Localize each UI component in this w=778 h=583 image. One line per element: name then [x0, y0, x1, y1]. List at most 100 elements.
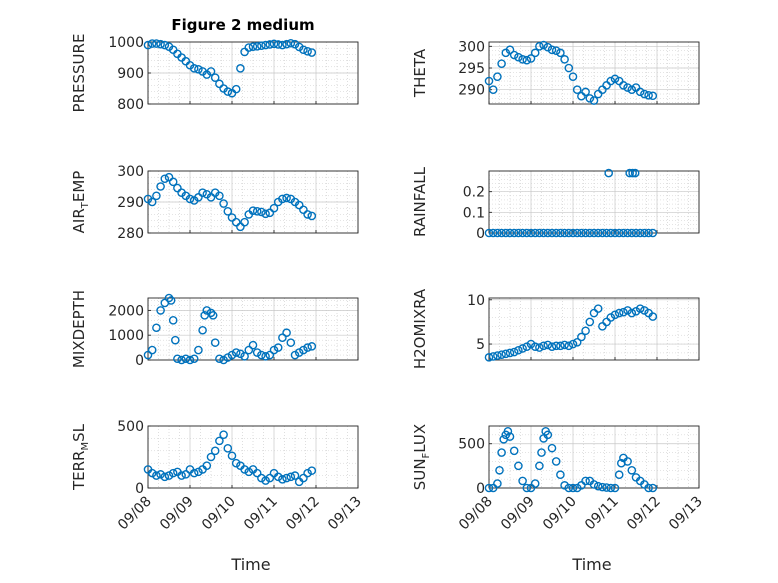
y-axis-label: RAINFALL — [411, 166, 429, 237]
y-tick-label: 0 — [476, 226, 485, 242]
data-point — [518, 228, 527, 238]
data-point — [282, 39, 291, 49]
data-point — [497, 350, 506, 359]
data-point — [252, 206, 262, 216]
y-axis-label: MIXDEPTH — [70, 290, 88, 368]
data-point — [648, 91, 658, 101]
y-axis-label-part: EMP — [70, 171, 88, 202]
data-point — [560, 228, 569, 238]
data-point — [236, 222, 245, 232]
y-tick-label: 0 — [476, 481, 485, 497]
y-tick-label: 300 — [117, 164, 144, 180]
data-point — [248, 42, 258, 51]
data-point — [215, 79, 224, 89]
data-point — [168, 468, 178, 478]
data-point — [551, 457, 561, 466]
data-point — [194, 467, 203, 477]
data-point — [625, 168, 635, 178]
data-point — [261, 351, 270, 361]
data-point — [303, 210, 312, 219]
data-point — [210, 446, 220, 456]
subplot-h2omixra: 5 10 H2OMIXRA — [411, 288, 700, 369]
data-point — [535, 343, 544, 352]
data-point — [614, 470, 624, 480]
data-point — [627, 308, 637, 318]
data-point — [208, 311, 218, 320]
data-point — [164, 172, 174, 182]
data-point — [273, 343, 283, 352]
x-tick-label: 09/13 — [325, 494, 365, 534]
y-axis-label-part: SL — [70, 423, 88, 442]
data-point — [535, 461, 544, 471]
data-point — [497, 59, 506, 68]
data-point — [577, 332, 586, 342]
data-point — [589, 228, 599, 238]
data-point — [156, 182, 165, 191]
data-point — [503, 427, 513, 436]
y-axis-label-part: H2OMIXRA — [411, 288, 429, 369]
data-point — [278, 194, 287, 204]
data-point — [261, 40, 270, 50]
data-point — [210, 73, 220, 82]
data-point — [522, 55, 532, 65]
axes-box — [147, 297, 359, 361]
data-point — [168, 177, 178, 187]
data-point — [547, 443, 557, 453]
data-point — [307, 211, 317, 221]
data-point — [628, 168, 637, 178]
data-point — [299, 345, 308, 355]
data-point — [206, 67, 216, 76]
data-point — [202, 306, 212, 315]
data-point — [261, 476, 270, 485]
data-point — [177, 355, 186, 365]
y-axis-label: TERRMSL — [70, 423, 91, 491]
subplot-sun-flux: 0 500 SUNFLUX 09/08 09/09 09/10 09/11 09/12 09/1… — [411, 424, 706, 574]
data-point — [589, 96, 599, 105]
data-point — [206, 193, 216, 202]
subplot-terr-msl: 0 500 TERRMSL 09/08 09/09 09/10 09/11 09/12 09/1… — [70, 419, 365, 574]
data-point — [173, 354, 182, 364]
data-point — [223, 206, 233, 216]
data-point — [509, 446, 519, 456]
x-tick-label: 09/12 — [624, 494, 664, 534]
data-point — [160, 472, 170, 482]
data-point — [299, 45, 308, 55]
data-point — [244, 345, 254, 355]
data-point — [514, 52, 523, 62]
data-point — [530, 479, 540, 488]
data-point — [147, 197, 157, 207]
data-point — [282, 193, 291, 203]
subplot-theta: 290 295 300 THETA — [411, 39, 700, 105]
data-point — [166, 296, 176, 305]
x-tick-label: 09/09 — [157, 494, 197, 534]
y-axis-label-subscript: M — [80, 442, 91, 451]
data-point — [290, 471, 300, 480]
data-point — [530, 228, 540, 238]
data-point — [194, 64, 203, 74]
data-point — [623, 228, 632, 238]
subplot-mixdepth: 0 1000 2000 MIXDEPTH — [70, 290, 359, 369]
data-point — [518, 344, 527, 353]
data-point — [143, 40, 153, 50]
data-point — [177, 471, 186, 480]
data-point — [560, 55, 569, 64]
subplot-pressure: 800 900 1000 PRESSURE — [70, 34, 359, 113]
data-point — [518, 476, 527, 486]
data-point — [252, 348, 262, 357]
data-point — [286, 338, 296, 347]
data-point — [143, 350, 153, 360]
data-point — [627, 228, 637, 238]
data-point — [484, 76, 494, 86]
data-point — [627, 465, 637, 475]
data-point — [640, 306, 649, 315]
data-point — [252, 42, 262, 51]
data-point — [577, 228, 586, 238]
data-point — [585, 317, 595, 327]
data-point — [568, 339, 578, 349]
data-point — [278, 333, 287, 342]
data-point — [152, 471, 161, 480]
data-point — [170, 335, 180, 345]
data-point — [261, 209, 270, 219]
axes-box — [147, 425, 359, 489]
data-point — [648, 312, 658, 321]
